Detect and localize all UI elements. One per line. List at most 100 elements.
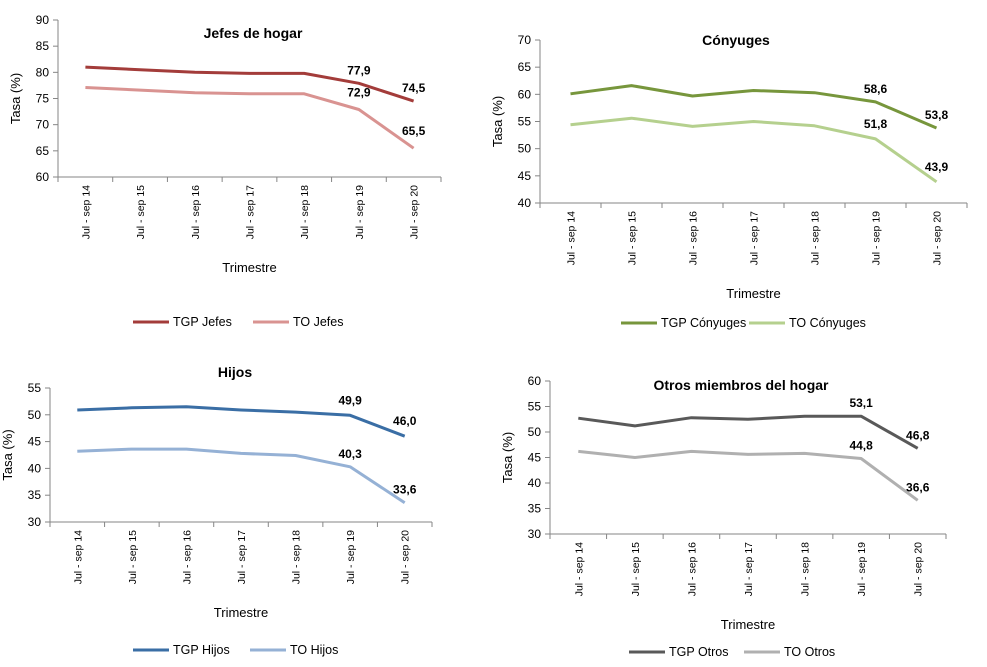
y-axis-label: Tasa (%)	[8, 73, 23, 124]
x-tick-label: Jul - sep 16	[190, 185, 202, 239]
data-label: 43,9	[925, 160, 949, 174]
x-axis-label: Trimestre	[214, 605, 268, 620]
jefes-to-line	[85, 86, 415, 150]
y-tick-label: 60	[518, 87, 532, 101]
data-label: 77,9	[347, 63, 371, 77]
x-tick-label: Jul - sep 17	[749, 211, 761, 265]
conyuges-to-legend-label: TO Cónyuges	[789, 316, 866, 330]
x-tick-label: Jul - sep 16	[181, 530, 193, 584]
y-tick-label: 40	[528, 476, 542, 490]
x-axis-label: Trimestre	[726, 286, 780, 301]
data-label: 40,3	[338, 447, 362, 461]
x-tick-label: Jul - sep 20	[400, 530, 412, 584]
y-tick-label: 70	[518, 33, 532, 47]
y-tick-label: 65	[36, 144, 50, 158]
otros-to-legend-label: TO Otros	[784, 645, 835, 659]
chart-title: Jefes de hogar	[204, 25, 303, 41]
y-tick-label: 85	[36, 39, 50, 53]
x-axis-label: Trimestre	[222, 260, 276, 275]
data-label: 74,5	[402, 81, 426, 95]
y-tick-label: 45	[28, 435, 42, 449]
y-tick-label: 45	[518, 169, 532, 183]
y-tick-label: 80	[36, 65, 50, 79]
otros-tgp-legend-label: TGP Otros	[669, 645, 729, 659]
y-tick-label: 45	[528, 451, 542, 465]
conyuges-tgp-line	[570, 84, 938, 130]
y-tick-label: 60	[528, 374, 542, 388]
y-tick-label: 30	[28, 515, 42, 529]
hijos-to-line	[77, 447, 406, 504]
y-tick-label: 35	[528, 502, 542, 516]
data-label: 46,0	[393, 414, 417, 428]
hijos-tgp-legend-label: TGP Hijos	[173, 643, 230, 657]
y-tick-label: 40	[518, 196, 532, 210]
data-label: 72,9	[347, 85, 371, 99]
jefes-to-legend-label: TO Jefes	[293, 315, 343, 329]
y-tick-label: 55	[528, 400, 542, 414]
x-tick-label: Jul - sep 18	[299, 185, 311, 239]
chart-3: 30 35 40 45 50 55 Jul - sep 14 Jul - sep 15 Jul …	[0, 364, 433, 657]
x-tick-label: Jul - sep 20	[409, 185, 421, 239]
chart-title: Hijos	[218, 364, 252, 380]
y-axis-label: Tasa (%)	[500, 432, 515, 483]
x-tick-label: Jul - sep 14	[80, 185, 92, 239]
chart-4: 30 35 40 45 50 55 60 Jul - sep 14 Jul - sep 15 Ju…	[500, 374, 947, 659]
x-tick-label: Jul - sep 17	[236, 530, 248, 584]
x-tick-label: Jul - sep 20	[913, 542, 925, 596]
y-tick-label: 65	[518, 60, 532, 74]
y-axis-label: Tasa (%)	[490, 96, 505, 147]
x-tick-label: Jul - sep 15	[127, 530, 139, 584]
y-tick-label: 55	[518, 115, 532, 129]
data-label: 51,8	[864, 117, 888, 131]
x-axis-label: Trimestre	[721, 617, 775, 632]
data-label: 36,6	[906, 480, 930, 494]
y-tick-label: 55	[28, 381, 42, 395]
chart-1: 60 65 70 75 80 85 90 Jul - sep 14 Jul - sep 15 Ju…	[8, 13, 442, 329]
x-tick-label: Jul - sep 19	[354, 185, 366, 239]
data-label: 33,6	[393, 483, 417, 497]
conyuges-to-line	[570, 116, 938, 184]
y-axis-label: Tasa (%)	[0, 429, 15, 480]
y-tick-label: 50	[528, 425, 542, 439]
x-tick-label: Jul - sep 17	[743, 542, 755, 596]
data-label: 53,8	[925, 108, 949, 122]
data-label: 65,5	[402, 124, 426, 138]
x-tick-label: Jul - sep 19	[345, 530, 357, 584]
x-tick-label: Jul - sep 16	[688, 211, 700, 265]
x-tick-label: Jul - sep 15	[135, 185, 147, 239]
y-tick-label: 70	[36, 118, 50, 132]
x-tick-label: Jul - sep 18	[810, 211, 822, 265]
y-tick-label: 40	[28, 461, 42, 475]
hijos-to-legend-label: TO Hijos	[290, 643, 338, 657]
chart-2: 40 45 50 55 60 65 70 Jul - sep 14 Jul - sep 15 Ju…	[490, 32, 968, 330]
y-tick-label: 35	[28, 488, 42, 502]
y-tick-label: 50	[28, 408, 42, 422]
x-tick-label: Jul - sep 15	[630, 542, 642, 596]
x-tick-label: Jul - sep 20	[932, 211, 944, 265]
otros-tgp-line	[578, 414, 919, 450]
otros-to-line	[578, 449, 919, 502]
x-tick-label: Jul - sep 15	[627, 211, 639, 265]
chart-title: Cónyuges	[702, 32, 770, 48]
y-tick-label: 90	[36, 13, 50, 27]
x-tick-label: Jul - sep 18	[291, 530, 303, 584]
y-tick-label: 75	[36, 92, 50, 106]
chart-title: Otros miembros del hogar	[653, 377, 829, 393]
data-label: 58,6	[864, 82, 888, 96]
hijos-tgp-line	[77, 405, 406, 438]
x-tick-label: Jul - sep 17	[245, 185, 257, 239]
y-tick-label: 60	[36, 170, 50, 184]
data-label: 53,1	[849, 396, 873, 410]
x-tick-label: Jul - sep 14	[573, 542, 585, 596]
jefes-tgp-legend-label: TGP Jefes	[173, 315, 232, 329]
jefes-tgp-line	[85, 65, 415, 103]
x-tick-label: Jul - sep 19	[871, 211, 883, 265]
data-label: 44,8	[849, 439, 873, 453]
conyuges-tgp-legend-label: TGP Cónyuges	[661, 316, 746, 330]
data-label: 46,8	[906, 428, 930, 442]
x-tick-label: Jul - sep 14	[566, 211, 578, 265]
y-tick-label: 30	[528, 527, 542, 541]
x-tick-label: Jul - sep 14	[72, 530, 84, 584]
